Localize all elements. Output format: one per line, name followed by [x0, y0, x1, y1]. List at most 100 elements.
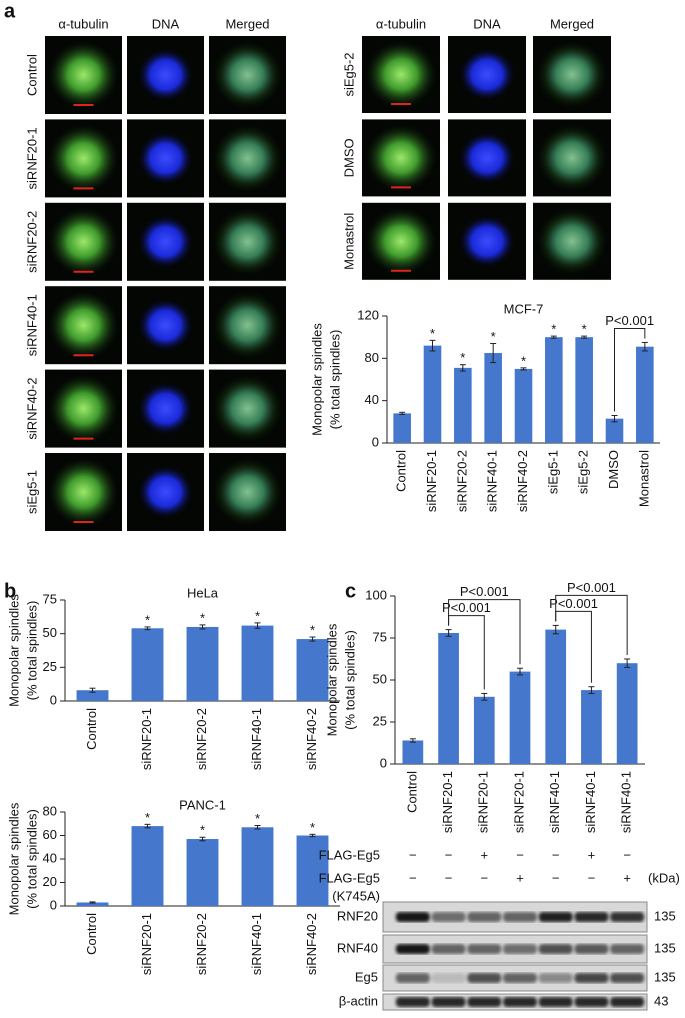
error-bar: [459, 364, 466, 372]
tubulin-stain: [365, 124, 437, 192]
x-tick-label: siRNF20-1: [476, 771, 491, 833]
micrograph: [127, 36, 204, 114]
micrograph: [209, 453, 286, 531]
micrograph: [45, 119, 122, 198]
x-tick-label: siRNF20-1: [511, 771, 526, 833]
p-value-label: P<0.001: [442, 600, 491, 615]
micrograph: [45, 369, 122, 448]
dna-stain: [137, 465, 194, 519]
error-bar: [552, 624, 559, 635]
error-bar: [445, 629, 452, 637]
x-tick-label: DMSO: [606, 450, 621, 489]
dna-stain: [137, 382, 194, 436]
y-tick-label: 40: [365, 392, 379, 407]
tubulin-stain: [212, 40, 283, 110]
micrograph: [209, 369, 286, 448]
tubulin-stain: [48, 374, 119, 443]
error-bar: [550, 335, 557, 339]
blot-band: [503, 944, 537, 954]
micrograph: [45, 202, 122, 281]
x-tick-label: siRNF40-1: [583, 771, 598, 833]
x-tick-label: Control: [404, 771, 419, 813]
significance-marker: *: [430, 326, 435, 341]
significance-bracket: [555, 594, 628, 655]
row-label: siRNF40-1: [24, 294, 39, 356]
condition-sign: −: [445, 847, 453, 862]
error-bar: [581, 335, 588, 339]
x-tick-label: siRNF40-2: [515, 450, 530, 512]
x-tick-label: siRNF20-1: [139, 913, 154, 975]
x-tick-label: Control: [394, 450, 409, 492]
blot-band: [431, 944, 466, 954]
row-label: siEg5-1: [24, 470, 39, 514]
micrograph: [362, 36, 440, 113]
error-bar: [89, 901, 96, 904]
row-label: Control: [24, 54, 39, 96]
blot-band: [503, 997, 537, 1007]
bar: [76, 690, 109, 701]
condition-sign: +: [588, 847, 596, 862]
x-tick-label: siRNF20-2: [194, 913, 209, 975]
bar: [484, 353, 502, 443]
band-label: RNF40: [337, 940, 378, 955]
x-tick-label: siRNF20-1: [139, 708, 154, 770]
blot-band: [574, 912, 609, 922]
micrograph: [127, 286, 204, 365]
condition-sign: −: [623, 847, 631, 862]
bar: [131, 826, 164, 906]
error-bar: [490, 343, 497, 364]
blot-band: [574, 944, 609, 954]
micrograph: [362, 202, 440, 280]
x-tick-label: siRNF40-1: [619, 771, 634, 833]
bar: [402, 740, 424, 764]
blot-band: [610, 912, 645, 922]
micrograph: [362, 119, 440, 197]
blot-band: [538, 944, 573, 954]
y-tick-label: 80: [43, 803, 57, 818]
x-tick-label: siRNF40-2: [304, 913, 319, 975]
error-bar: [199, 624, 206, 630]
x-tick-label: siRNF20-2: [194, 708, 209, 770]
tubulin-stain: [365, 207, 437, 276]
x-tick-label: siRNF40-2: [304, 708, 319, 770]
row-label: siRNF20-2: [24, 211, 39, 273]
micrograph: [127, 453, 204, 531]
significance-marker: *: [310, 820, 315, 835]
error-bar: [624, 658, 631, 668]
dna-stain: [458, 48, 516, 101]
condition-sign: −: [516, 847, 524, 862]
x-tick-label: siEg5-2: [576, 450, 591, 494]
y-tick-label: 100: [365, 587, 387, 602]
condition-sign: −: [588, 870, 596, 885]
bar: [616, 663, 638, 764]
blot-band: [395, 973, 430, 983]
significance-marker: *: [145, 810, 150, 825]
p-value-label: P<0.001: [549, 596, 598, 611]
bar: [581, 690, 602, 764]
y-tick-label: 50: [43, 625, 57, 640]
tubulin-stain: [48, 457, 119, 527]
tubulin-stain: [212, 207, 283, 277]
condition-sign: −: [409, 870, 417, 885]
condition-sign: −: [552, 847, 560, 862]
y-axis-label: Monopolar spindles: [324, 623, 339, 736]
kda-label: 135: [654, 969, 676, 984]
bar: [636, 346, 654, 443]
bar: [514, 368, 533, 443]
tubulin-stain: [212, 290, 283, 360]
blot-band: [538, 997, 573, 1007]
tubulin-stain: [365, 40, 437, 109]
blot-band: [574, 997, 609, 1007]
kda-label: 43: [654, 993, 668, 1008]
error-bar: [399, 411, 406, 415]
bar: [575, 337, 593, 443]
micrograph: [209, 36, 286, 114]
condition-label: FLAG-Eg5: [319, 870, 380, 885]
significance-marker: *: [310, 622, 315, 637]
error-bar: [144, 823, 151, 829]
blot-band: [467, 973, 502, 983]
panel-label: c: [345, 580, 356, 602]
bar: [296, 639, 329, 701]
error-bar: [641, 341, 648, 352]
